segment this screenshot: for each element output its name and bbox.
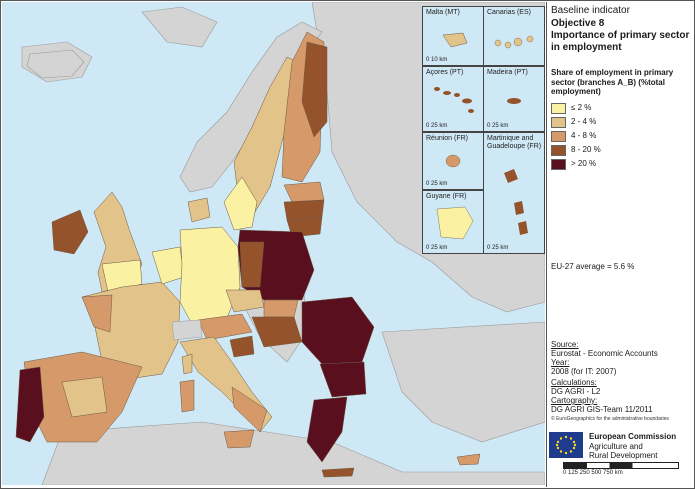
- inset-guyane: Guyane (FR) 0 25 km: [422, 190, 484, 254]
- year-heading: Year:: [551, 358, 570, 367]
- region-crete: [321, 467, 355, 478]
- region-italy-south: [231, 386, 268, 433]
- inset-acores-scale: 0 25 km: [426, 123, 448, 129]
- inset-malta: Malta (MT) 0 10 km: [422, 6, 484, 66]
- legend-label: > 20 %: [571, 159, 597, 168]
- inset-martinique-shape: [504, 169, 528, 235]
- region-finland-east: [301, 41, 328, 138]
- legend-swatch: [551, 145, 566, 156]
- objective-label: Objective 8: [551, 18, 605, 29]
- source-value: Eurostat - Economic Accounts: [551, 349, 658, 358]
- switzerland: [171, 319, 203, 341]
- baseline-label: Baseline indicator: [551, 5, 630, 16]
- inset-guyane-shape: [436, 206, 474, 240]
- region-sweden-south: [223, 176, 258, 231]
- region-corsica: [181, 353, 193, 375]
- region-austria: [197, 313, 253, 341]
- eu-average: EU-27 average = 5.6 %: [551, 262, 635, 271]
- inset-reunion: Réunion (FR) 0 25 km: [422, 132, 484, 190]
- region-france-west: [81, 294, 113, 333]
- inset-malta-shape: [442, 32, 468, 48]
- inset-madeira-shape: [507, 98, 521, 104]
- region-sicily: [223, 429, 255, 449]
- carto-value: DG AGRI GIS-Team 11/2011: [551, 405, 653, 414]
- region-slovakia: [263, 299, 299, 318]
- region-portugal: [15, 366, 45, 443]
- inset-canarias: Canarias (ES): [483, 6, 545, 66]
- region-uk-south: [101, 259, 143, 293]
- region-sardinia: [179, 379, 195, 413]
- inset-madeira-label: Madeira (PT): [487, 69, 528, 76]
- inset-acores-shape: [434, 87, 474, 113]
- scale-bar: [563, 462, 679, 469]
- region-cyprus: [456, 453, 481, 466]
- region-estonia: [283, 181, 325, 203]
- inset-reunion-shape: [445, 154, 461, 168]
- legend-label: 8 - 20 %: [571, 145, 601, 154]
- region-germany: [179, 226, 241, 325]
- region-ireland: [51, 209, 89, 255]
- inset-canarias-shape: [494, 35, 534, 49]
- inset-guyane-scale: 0 25 km: [426, 245, 448, 251]
- scale-bar-label: 0 125 250 500 750 km: [563, 470, 623, 476]
- legend-label: ≤ 2 %: [571, 103, 592, 112]
- legend-swatch: [551, 117, 566, 128]
- eu-stars: [555, 435, 577, 455]
- map-area: Malta (MT) 0 10 km Canarias (ES) Açores …: [2, 2, 545, 485]
- region-greece: [306, 396, 348, 463]
- inset-martinique: Martinique and Guadeloupe (FR) 0 25 km: [483, 132, 545, 254]
- inset-malta-label: Malta (MT): [426, 9, 460, 16]
- source-heading: Source:: [551, 340, 579, 349]
- inset-martinique-label: Martinique and Guadeloupe (FR): [487, 135, 542, 150]
- eu-flag-icon: [549, 432, 583, 458]
- copyright-note: © EuroGeographics for the administrative…: [551, 416, 669, 422]
- inset-malta-scale: 0 10 km: [426, 57, 448, 63]
- calc-value: DG AGRI - L2: [551, 387, 601, 396]
- inset-martinique-scale: 0 25 km: [487, 245, 509, 251]
- inset-canarias-label: Canarias (ES): [487, 9, 531, 16]
- region-romania: [301, 296, 375, 365]
- calc-heading: Calculations:: [551, 378, 597, 387]
- inset-reunion-scale: 0 25 km: [426, 181, 448, 187]
- ec-dg-line1: Agriculture and: [589, 442, 643, 451]
- region-hungary: [251, 316, 303, 348]
- ec-dg-line2: Rural Development: [589, 451, 658, 460]
- region-bulgaria: [319, 361, 367, 398]
- inset-reunion-label: Réunion (FR): [426, 135, 469, 142]
- map-title: Importance of primary sector in employme…: [551, 30, 690, 53]
- region-benelux: [151, 246, 185, 285]
- ec-name: European Commission: [589, 432, 677, 441]
- info-panel: Baseline indicator Objective 8 Importanc…: [546, 2, 693, 487]
- ec-logo-block: European Commission Agriculture and Rura…: [549, 430, 689, 482]
- legend-swatch: [551, 131, 566, 142]
- year-value: 2008 (for IT: 2007): [551, 367, 617, 376]
- legend-label: 4 - 8 %: [571, 131, 597, 140]
- inset-madeira: Madeira (PT) 0 25 km: [483, 66, 545, 132]
- legend-swatch: [551, 103, 566, 114]
- legend-label: 2 - 4 %: [571, 117, 597, 126]
- carto-heading: Cartography:: [551, 396, 598, 405]
- iceland: [26, 49, 85, 79]
- region-poland-west: [239, 241, 265, 288]
- inset-acores-label: Açores (PT): [426, 69, 464, 76]
- region-slovenia: [229, 335, 255, 358]
- inset-madeira-scale: 0 25 km: [487, 123, 509, 129]
- region-latvia: [283, 199, 325, 221]
- region-denmark: [187, 197, 211, 223]
- inset-guyane-label: Guyane (FR): [426, 193, 467, 200]
- legend-title: Share of employment in primary sector (b…: [551, 68, 674, 96]
- region-spain-central: [61, 376, 108, 418]
- inset-acores: Açores (PT) 0 25 km: [422, 66, 484, 132]
- legend-swatch: [551, 159, 566, 170]
